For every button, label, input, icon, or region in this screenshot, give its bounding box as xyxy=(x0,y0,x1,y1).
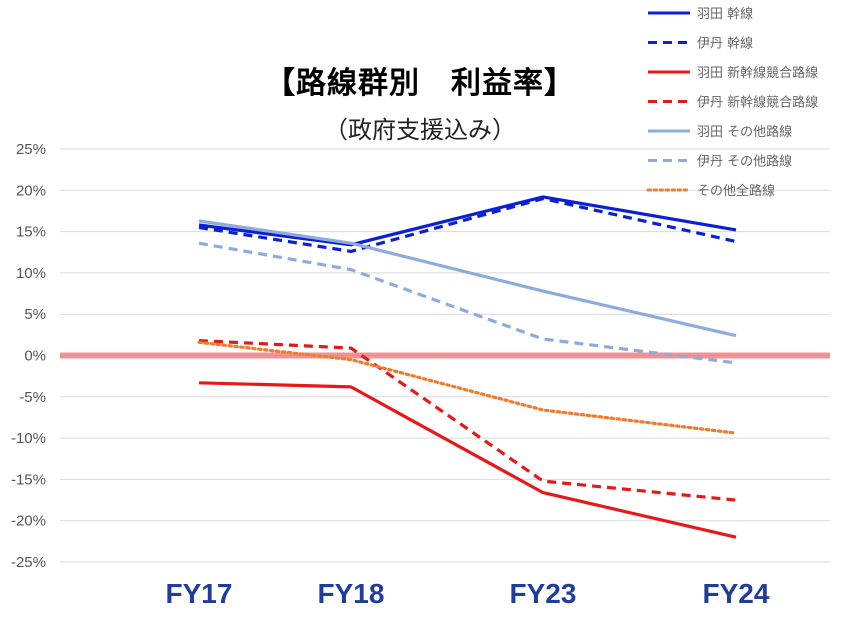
y-tick-label: 10% xyxy=(16,265,46,282)
series-line xyxy=(198,195,737,247)
legend-label: 伊丹 新幹線競合路線 xyxy=(697,95,818,111)
series-line xyxy=(198,197,737,253)
x-tick-label: FY24 xyxy=(703,578,770,609)
chart-title: 【路線群別 利益率】 xyxy=(265,66,575,101)
y-tick-label: 0% xyxy=(24,348,46,365)
series-line xyxy=(198,339,737,502)
x-tick-label: FY17 xyxy=(166,578,233,609)
chart-subtitle: （政府支援込み） xyxy=(324,116,516,144)
legend-label: 羽田 その他路線 xyxy=(697,124,792,140)
x-axis-ticks: FY17 FY18 FY23 FY24 xyxy=(166,578,770,609)
series-line xyxy=(198,241,737,365)
y-tick-label: 25% xyxy=(16,141,46,158)
y-tick-label: 5% xyxy=(24,306,46,323)
y-tick-label: -5% xyxy=(19,389,46,406)
series-lines xyxy=(197,195,738,539)
legend-label: 伊丹 その他路線 xyxy=(697,154,792,170)
x-tick-label: FY23 xyxy=(510,578,577,609)
legend-label: 羽田 新幹線競合路線 xyxy=(697,65,818,81)
legend-label: その他全路線 xyxy=(697,183,775,199)
y-tick-label: -10% xyxy=(11,430,46,447)
y-tick-label: -15% xyxy=(11,471,46,488)
x-tick-label: FY18 xyxy=(318,578,385,609)
series-line xyxy=(198,381,737,539)
y-tick-label: 20% xyxy=(16,182,46,199)
y-tick-label: 15% xyxy=(16,224,46,241)
legend-label: 羽田 幹線 xyxy=(697,6,753,22)
series-line xyxy=(198,219,737,338)
series-line xyxy=(197,340,738,435)
legend-label: 伊丹 幹線 xyxy=(697,36,753,52)
y-axis-ticks: 25% 20% 15% 10% 5% 0% -5% -10% -15% -20% -25% xyxy=(11,141,46,571)
y-tick-label: -25% xyxy=(11,554,46,571)
y-tick-label: -20% xyxy=(11,513,46,530)
